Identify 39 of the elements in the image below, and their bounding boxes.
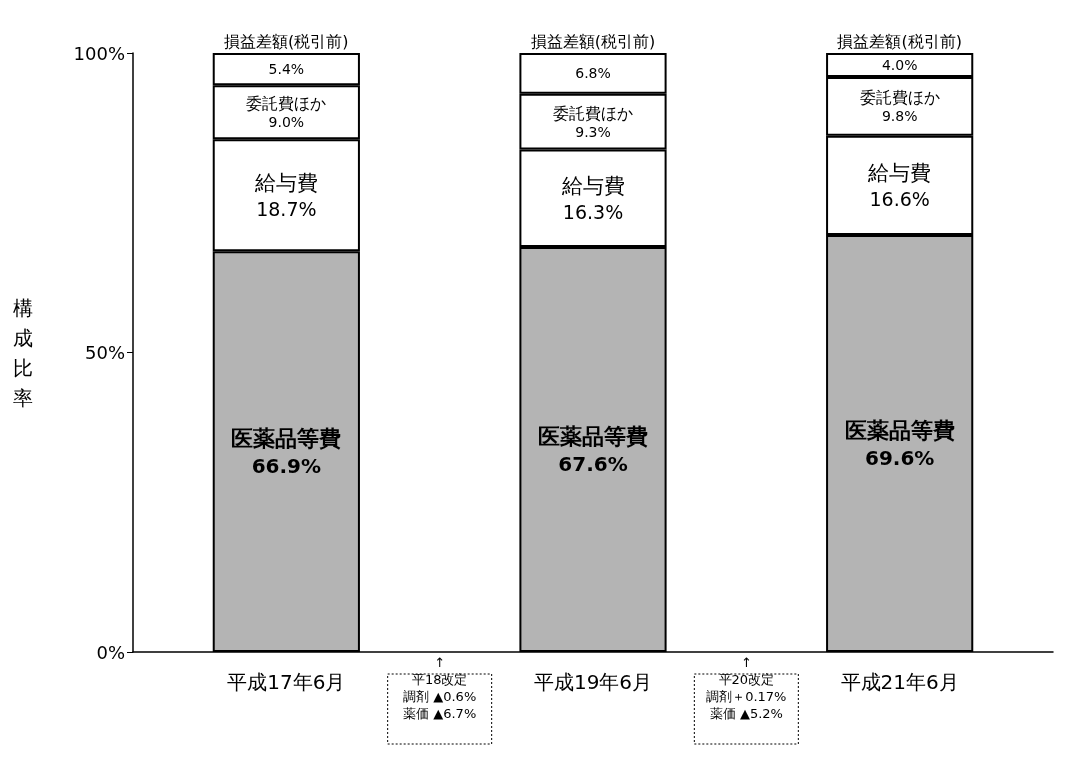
series-label: 医薬品等費	[844, 418, 955, 444]
text: 委託費ほか	[859, 88, 940, 108]
text: 調剤 ▲0.6%	[403, 689, 477, 704]
text: 給与費	[254, 170, 318, 195]
y-tick-label: 0%	[96, 641, 125, 663]
data-label: 69.6%	[864, 445, 935, 470]
data-label: 9.8%	[881, 108, 918, 125]
text: 平18改定	[411, 672, 468, 687]
text: 委託費ほか	[553, 103, 633, 123]
data-label: 66.9%	[251, 453, 322, 478]
data-label: 9.3%	[575, 123, 611, 140]
text: 平20改定	[718, 672, 775, 687]
text: 損益差額(税引前)	[837, 31, 962, 51]
data-label: 4.0%	[881, 56, 918, 73]
data-label: 18.7%	[256, 197, 317, 220]
data-label: 67.6%	[558, 451, 628, 476]
text: 調剤＋0.17%	[706, 689, 787, 704]
x-tick-label: 平成19年6月	[533, 670, 653, 694]
text: 医薬品等費	[231, 426, 342, 452]
data-label: 16.6%	[869, 187, 930, 210]
data-label: 5.4%	[268, 61, 305, 78]
series-label: 給与費	[560, 173, 625, 198]
text: 医薬品等費	[538, 424, 648, 450]
y-tick-label: 100%	[73, 42, 125, 64]
y-tick-label: 50%	[84, 342, 125, 363]
series-label: 委託費ほか	[246, 94, 327, 114]
data-label: 16.3%	[562, 200, 624, 223]
text: ↑	[740, 655, 752, 670]
text: 給与費	[868, 160, 932, 185]
text: 薬価 ▲5.2%	[709, 706, 783, 721]
data-label: 9.0%	[268, 114, 305, 131]
y-axis-title: 構成比率	[13, 295, 33, 410]
series-label: 損益差額(税引前)	[224, 31, 349, 51]
text: ↑	[434, 655, 446, 670]
data-label: 6.8%	[575, 65, 611, 82]
x-tick-label: 平成17年6月	[227, 670, 346, 694]
text: 薬価 ▲6.7%	[403, 706, 477, 721]
x-tick-label: 平成21年6月	[840, 670, 959, 694]
text: 損益差額(税引前)	[530, 31, 656, 51]
